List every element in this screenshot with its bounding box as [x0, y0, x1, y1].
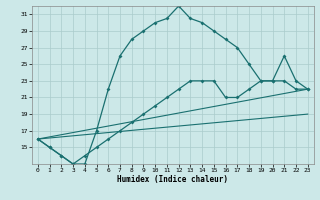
X-axis label: Humidex (Indice chaleur): Humidex (Indice chaleur) — [117, 175, 228, 184]
